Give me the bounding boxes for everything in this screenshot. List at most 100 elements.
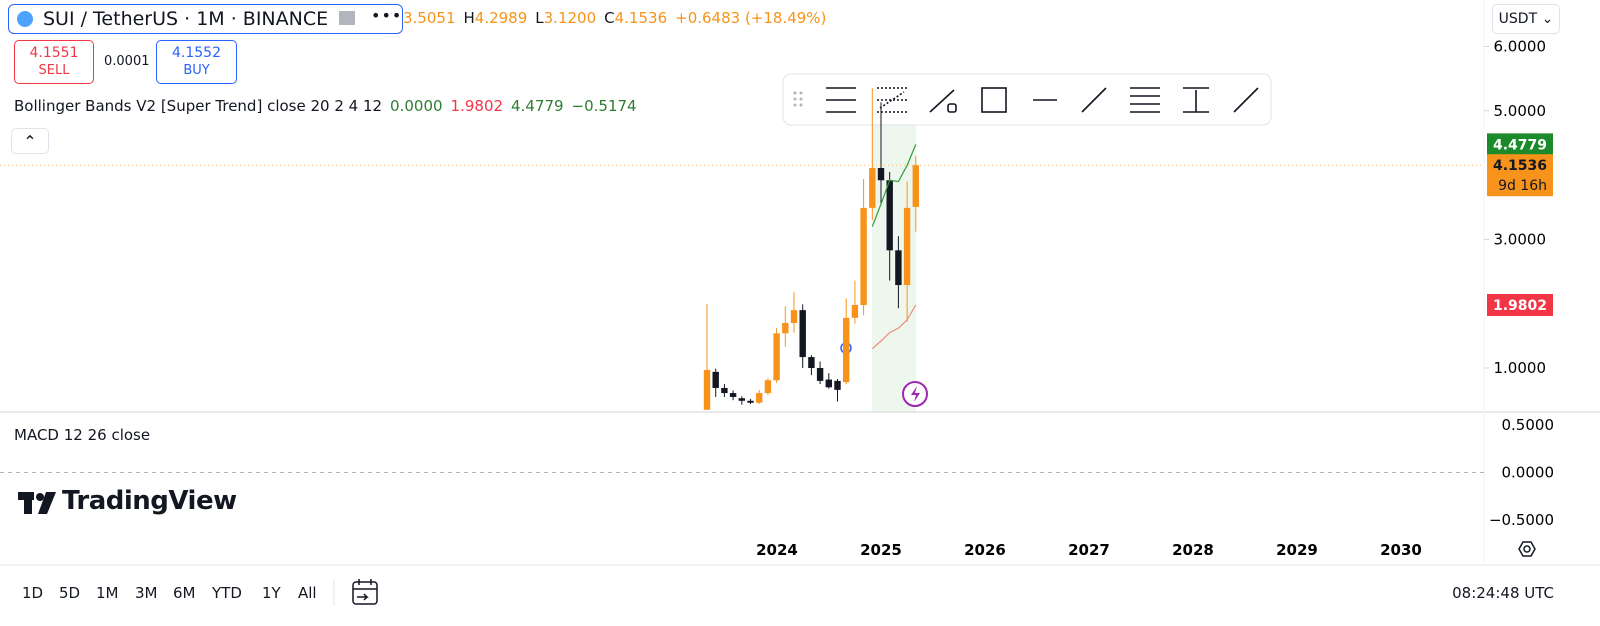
more-icon[interactable]: ••• bbox=[371, 6, 403, 25]
candle-body bbox=[808, 357, 815, 369]
drawing-toolbar bbox=[782, 73, 1272, 126]
symbol-icon bbox=[17, 11, 33, 27]
timeframe-button[interactable]: All bbox=[298, 584, 317, 602]
buy-label: BUY bbox=[183, 63, 210, 78]
tool-line[interactable] bbox=[1233, 87, 1259, 113]
tool-ray[interactable] bbox=[1081, 87, 1107, 113]
x-tick-label: 2025 bbox=[860, 541, 902, 559]
candle-body bbox=[721, 387, 728, 394]
sell-price: 4.1551 bbox=[29, 45, 79, 61]
indicator-value: 0.0000 bbox=[390, 97, 443, 115]
settings-icon[interactable] bbox=[1518, 541, 1536, 557]
candle-body bbox=[764, 380, 772, 394]
indicator-value: 4.4779 bbox=[511, 97, 564, 115]
candle-body bbox=[834, 380, 841, 390]
candle-body bbox=[703, 369, 711, 410]
drag-handle bbox=[793, 91, 803, 107]
candle-body bbox=[912, 165, 919, 207]
candle-body bbox=[886, 180, 893, 251]
x-tick-label: 2027 bbox=[1068, 541, 1110, 559]
y-tick-label: 3.0000 bbox=[1494, 230, 1547, 248]
x-tick-label: 2030 bbox=[1380, 541, 1422, 559]
x-tick-label: 2026 bbox=[964, 541, 1006, 559]
indicator-value: 1.9802 bbox=[450, 97, 504, 115]
x-tick-label: 2024 bbox=[756, 541, 798, 559]
candle-body bbox=[825, 379, 832, 388]
ohlc-key: H bbox=[463, 9, 475, 27]
price-tag-label: 1.9802 bbox=[1493, 298, 1547, 314]
ohlc-value: 3.1200 bbox=[543, 9, 597, 27]
tool-lines[interactable] bbox=[1130, 87, 1160, 113]
candle-body bbox=[851, 304, 859, 318]
timeframe-button[interactable]: 1D bbox=[22, 584, 44, 602]
flag-icon[interactable] bbox=[339, 11, 355, 25]
timeframe-button[interactable]: YTD bbox=[212, 584, 242, 602]
y-tick-label: 6.0000 bbox=[1494, 37, 1547, 55]
logo-icon bbox=[18, 492, 56, 514]
candle-body bbox=[903, 207, 911, 286]
tool-range[interactable] bbox=[1183, 87, 1209, 113]
ohlc-key: L bbox=[535, 9, 544, 27]
candle-body bbox=[799, 310, 806, 358]
tool-rect[interactable] bbox=[981, 87, 1007, 113]
band-lower bbox=[871, 304, 917, 350]
tool-node bbox=[947, 103, 957, 113]
ohlc: 3.5051 H4.2989 L3.1200 C4.1536 +0.6483 (+18.… bbox=[403, 9, 826, 27]
price-tag bbox=[1487, 154, 1553, 197]
candle-body bbox=[747, 400, 754, 403]
tool-fib[interactable] bbox=[826, 87, 856, 113]
clock: 08:24:48 UTC bbox=[1452, 584, 1554, 602]
ohlc-value: 4.1536 bbox=[614, 9, 668, 27]
buy-price: 4.1552 bbox=[172, 45, 221, 61]
price-tag bbox=[1487, 293, 1553, 316]
timeframe-button[interactable]: 6M bbox=[173, 584, 196, 602]
price-tag-sub: 9d 16h bbox=[1498, 178, 1547, 194]
event-bolt bbox=[911, 386, 920, 402]
candle-body bbox=[756, 393, 763, 403]
candle-body bbox=[860, 207, 867, 305]
ohlc-value: 3.5051 bbox=[403, 9, 456, 27]
indicator-value: −0.5174 bbox=[571, 97, 637, 115]
calendar-icon[interactable] bbox=[352, 579, 378, 605]
x-tick-label: 2029 bbox=[1276, 541, 1318, 559]
logo: TradingView bbox=[62, 486, 237, 516]
timeframe-button[interactable]: 1M bbox=[96, 584, 119, 602]
candle-body bbox=[782, 323, 789, 334]
ohlc-value: 4.2989 bbox=[474, 9, 528, 27]
candle-body bbox=[729, 393, 737, 397]
symbol: SUI / TetherUS · 1M · BINANCE bbox=[43, 8, 329, 30]
candle-body bbox=[712, 371, 719, 388]
price-tag-label: 4.4779 bbox=[1493, 137, 1547, 153]
collapse-button[interactable]: ⌃ bbox=[11, 128, 49, 154]
y-tick-label: −0.5000 bbox=[1489, 511, 1554, 529]
price-tag-label: 4.1536 bbox=[1493, 158, 1547, 174]
timeframe-button[interactable]: 1Y bbox=[262, 584, 281, 602]
candle-body bbox=[869, 168, 876, 208]
toolbar-panel bbox=[782, 73, 1272, 126]
currency: USDT bbox=[1498, 11, 1538, 27]
candle-body bbox=[895, 250, 902, 286]
y-tick-label: 0.5000 bbox=[1502, 416, 1555, 434]
currency-button[interactable]: USDT ⌄ bbox=[1492, 4, 1560, 34]
ohlc-key: C bbox=[604, 9, 615, 27]
candle-body bbox=[738, 398, 745, 401]
spread: 0.0001 bbox=[104, 54, 150, 69]
buy-button[interactable]: 4.1552 BUY bbox=[156, 40, 237, 84]
x-tick-label: 2028 bbox=[1172, 541, 1214, 559]
tool-trendline[interactable] bbox=[929, 89, 955, 113]
macd-legend: MACD 12 26 close bbox=[14, 426, 151, 444]
candle-body bbox=[790, 310, 798, 324]
symbol-box[interactable]: SUI / TetherUS · 1M · BINANCE ••• bbox=[8, 4, 403, 34]
candle-body bbox=[843, 317, 850, 383]
sell-button[interactable]: 4.1551 SELL bbox=[14, 40, 94, 84]
candle-body bbox=[816, 368, 824, 381]
indicator-name: Bollinger Bands V2 [Super Trend] close 2… bbox=[14, 97, 383, 115]
timeframe-button[interactable]: 3M bbox=[135, 584, 158, 602]
y-tick-label: 1.0000 bbox=[1494, 359, 1547, 377]
timeframe-button[interactable]: 5D bbox=[59, 584, 81, 602]
sell-label: SELL bbox=[38, 63, 70, 78]
y-tick-label: 0.0000 bbox=[1502, 464, 1555, 482]
indicator-legend: Bollinger Bands V2 [Super Trend] close 2… bbox=[14, 97, 637, 115]
